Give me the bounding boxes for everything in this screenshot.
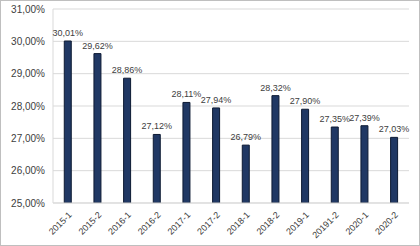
svg-text:2019-1: 2019-1: [284, 210, 311, 237]
svg-text:29,62%: 29,62%: [82, 41, 113, 51]
svg-text:2018-1: 2018-1: [225, 210, 252, 237]
svg-text:31,00%: 31,00%: [11, 4, 45, 15]
svg-text:28,11%: 28,11%: [172, 89, 202, 99]
svg-text:27,39%: 27,39%: [349, 113, 380, 123]
svg-text:2018-2: 2018-2: [255, 210, 282, 237]
svg-text:30,00%: 30,00%: [11, 36, 45, 47]
svg-text:27,35%: 27,35%: [320, 114, 351, 124]
svg-text:2015-2: 2015-2: [77, 210, 104, 237]
svg-text:26,00%: 26,00%: [11, 165, 45, 176]
svg-text:28,00%: 28,00%: [11, 101, 45, 112]
svg-text:25,00%: 25,00%: [11, 198, 45, 209]
svg-text:28,32%: 28,32%: [260, 83, 291, 93]
svg-text:27,00%: 27,00%: [11, 133, 45, 144]
svg-text:27,90%: 27,90%: [290, 96, 321, 106]
svg-text:30,01%: 30,01%: [53, 28, 84, 38]
svg-text:2015-1: 2015-1: [47, 210, 74, 237]
svg-text:2020-2: 2020-2: [373, 210, 400, 237]
svg-text:27,94%: 27,94%: [201, 95, 232, 105]
svg-text:2017-1: 2017-1: [166, 210, 193, 237]
svg-text:27,12%: 27,12%: [142, 121, 173, 131]
svg-text:2017-2: 2017-2: [195, 210, 222, 237]
svg-text:2016-1: 2016-1: [106, 210, 133, 237]
svg-text:26,79%: 26,79%: [231, 132, 262, 142]
svg-text:2020-1: 2020-1: [344, 210, 371, 237]
svg-text:27,03%: 27,03%: [379, 124, 410, 134]
svg-text:29,00%: 29,00%: [11, 68, 45, 79]
svg-text:28,86%: 28,86%: [112, 65, 143, 75]
svg-text:2016-2: 2016-2: [136, 210, 163, 237]
svg-text:20191-2: 20191-2: [310, 210, 340, 240]
